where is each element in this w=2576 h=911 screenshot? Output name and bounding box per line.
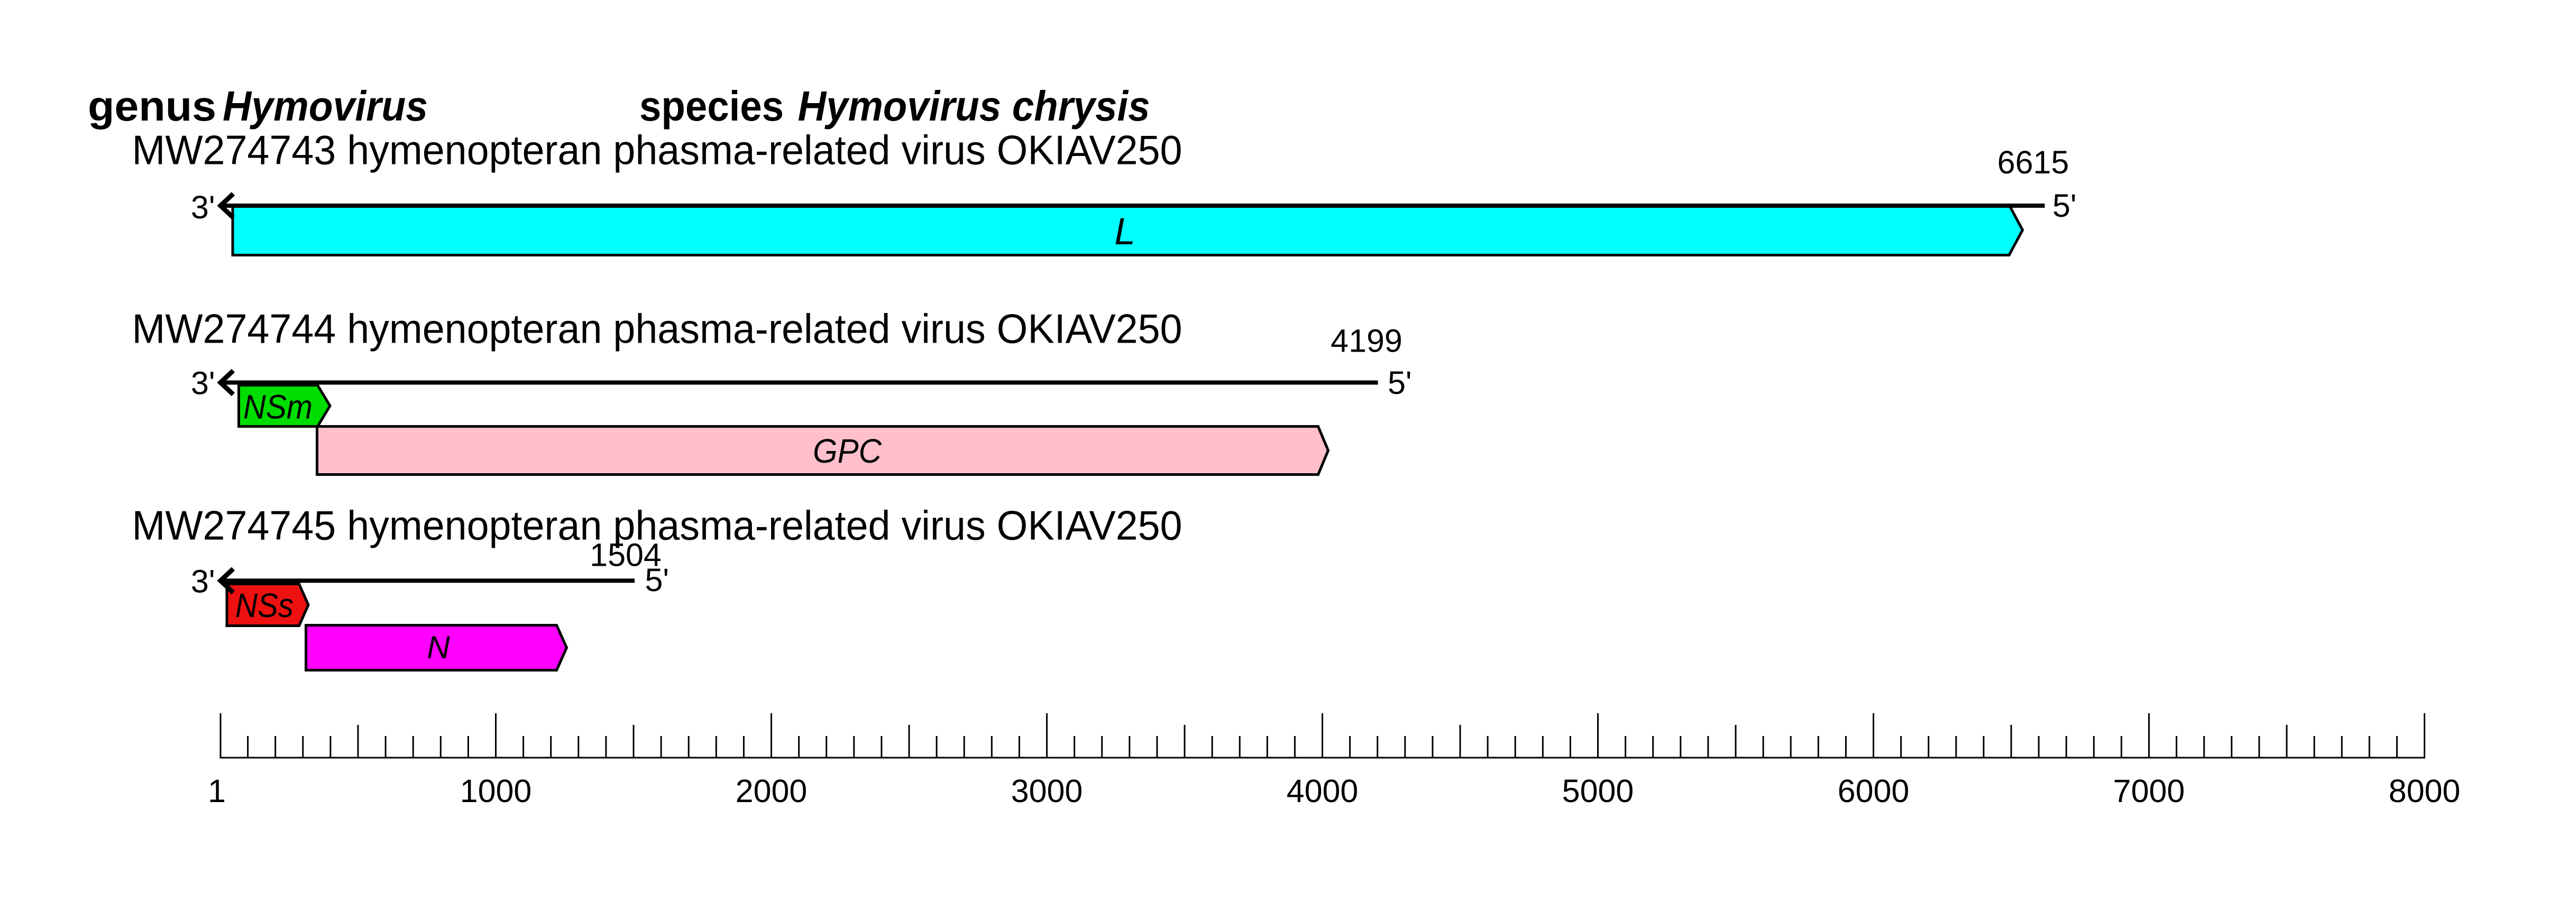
svg-text:NSs: NSs [235, 586, 294, 624]
svg-text:3': 3' [191, 189, 215, 225]
svg-text:MW274744 hymenopteran phasma-r: MW274744 hymenopteran phasma-related vir… [132, 306, 1182, 352]
svg-text:species: species [639, 82, 784, 130]
svg-text:MW274743 hymenopteran phasma-r: MW274743 hymenopteran phasma-related vir… [132, 127, 1182, 173]
svg-text:5': 5' [2052, 188, 2077, 224]
svg-text:2000: 2000 [736, 773, 808, 809]
svg-text:N: N [427, 630, 450, 665]
svg-text:3000: 3000 [1011, 773, 1083, 809]
svg-text:3': 3' [191, 365, 215, 401]
svg-text:4199: 4199 [1331, 323, 1402, 359]
svg-text:6615: 6615 [1997, 144, 2069, 180]
svg-text:7000: 7000 [2113, 773, 2185, 809]
svg-text:5': 5' [645, 562, 670, 598]
svg-text:L: L [1114, 211, 1135, 253]
svg-text:GPC: GPC [813, 432, 882, 470]
svg-text:8000: 8000 [2389, 773, 2461, 809]
svg-text:Hymovirus: Hymovirus [223, 82, 428, 130]
svg-text:MW274745 hymenopteran phasma-r: MW274745 hymenopteran phasma-related vir… [132, 502, 1182, 549]
svg-text:genus: genus [88, 82, 216, 130]
svg-text:NSm: NSm [243, 388, 313, 426]
svg-text:1504: 1504 [590, 537, 662, 573]
svg-text:3': 3' [191, 564, 215, 600]
svg-text:5000: 5000 [1562, 773, 1634, 809]
svg-text:Hymovirus chrysis: Hymovirus chrysis [798, 82, 1150, 130]
svg-text:4000: 4000 [1287, 773, 1359, 809]
svg-text:5': 5' [1388, 365, 1412, 401]
svg-text:6000: 6000 [1838, 773, 1910, 809]
svg-text:1: 1 [208, 773, 226, 809]
svg-text:1000: 1000 [460, 773, 532, 809]
